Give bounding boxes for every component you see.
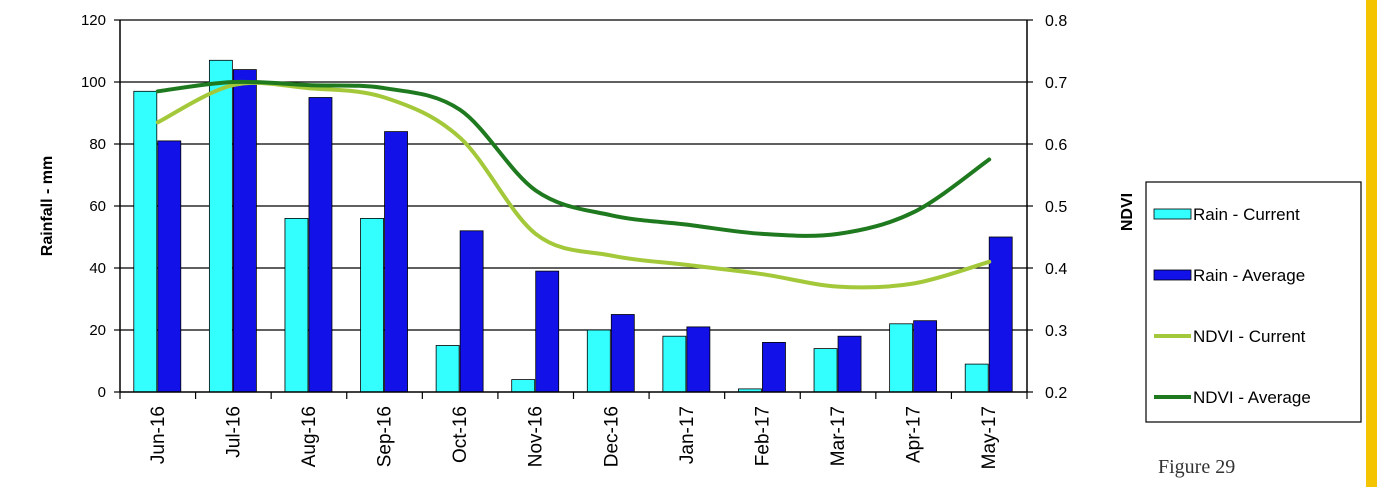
- bar: [988, 236, 1013, 393]
- y2-tick-label: 0.4: [1045, 261, 1067, 278]
- page-edge-stripe: [1366, 0, 1377, 487]
- y2-tick-label: 0.2: [1045, 385, 1067, 402]
- bar: [813, 348, 838, 393]
- bar: [232, 69, 257, 393]
- x-tick-label: Nov-16: [526, 406, 547, 467]
- bar: [837, 335, 862, 393]
- x-tick-label: Jul-16: [223, 406, 244, 458]
- x-tick-label: Apr-17: [904, 406, 925, 463]
- x-tick-label: Jun-16: [148, 406, 169, 464]
- bar: [308, 97, 333, 393]
- x-tick-label: Mar-17: [828, 406, 849, 466]
- legend-swatch: [1153, 208, 1192, 220]
- bar: [157, 140, 182, 393]
- legend-label: Rain - Current: [1193, 205, 1300, 224]
- bar: [435, 345, 460, 393]
- y-tick-label: 100: [81, 74, 106, 91]
- y2-axis-title: NDVI: [1119, 193, 1136, 231]
- bar: [459, 230, 484, 393]
- legend-label: NDVI - Current: [1193, 327, 1306, 346]
- bar: [535, 270, 560, 393]
- y2-tick-label: 0.6: [1045, 137, 1067, 154]
- legend-label: Rain - Average: [1193, 266, 1305, 285]
- y-axis-title: Rainfall - mm: [39, 156, 56, 256]
- y-tick-label: 40: [89, 260, 106, 277]
- legend-box: [1145, 181, 1362, 423]
- bar: [133, 90, 158, 393]
- bar: [586, 329, 611, 393]
- bar: [511, 379, 536, 393]
- y-tick-label: 0: [98, 384, 106, 401]
- y2-tick-label: 0.3: [1045, 323, 1067, 340]
- x-tick-label: Dec-16: [601, 406, 622, 467]
- bar: [384, 131, 408, 393]
- y-tick-label: 80: [89, 136, 106, 153]
- x-tick-label: Sep-16: [375, 406, 396, 467]
- bar: [964, 363, 989, 393]
- bar: [284, 217, 309, 393]
- y-tick-label: 60: [89, 198, 106, 215]
- figure-caption: Figure 29: [1158, 456, 1236, 478]
- y2-tick-label: 0.8: [1045, 13, 1067, 30]
- bar: [913, 320, 938, 393]
- x-tick-label: May-17: [979, 406, 1000, 469]
- x-tick-label: Oct-16: [450, 406, 471, 463]
- bar: [762, 341, 786, 393]
- x-tick-label: Feb-17: [752, 406, 773, 466]
- bar: [360, 217, 384, 393]
- bar: [686, 326, 711, 393]
- bar: [208, 59, 233, 393]
- bar: [662, 335, 687, 393]
- y2-tick-label: 0.7: [1045, 75, 1067, 92]
- legend-label: NDVI - Average: [1193, 388, 1311, 407]
- y-tick-label: 20: [89, 322, 106, 339]
- bar: [889, 323, 914, 393]
- x-tick-label: Jan-17: [677, 406, 698, 464]
- x-tick-label: Aug-16: [299, 406, 320, 467]
- series-line: [155, 79, 992, 238]
- legend-swatch: [1153, 269, 1192, 281]
- y-tick-label: 120: [81, 12, 106, 29]
- y2-tick-label: 0.5: [1045, 199, 1067, 216]
- series-line: [155, 80, 992, 290]
- bar: [610, 314, 635, 393]
